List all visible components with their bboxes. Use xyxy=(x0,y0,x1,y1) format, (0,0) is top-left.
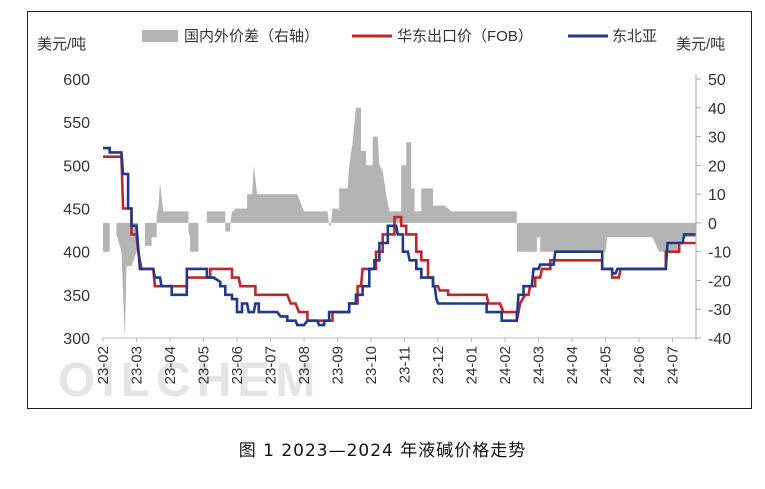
right-tick-label: 50 xyxy=(708,72,726,89)
x-tick-label: 23-05 xyxy=(196,346,213,384)
watermark-text: OILCHEM xyxy=(58,354,321,407)
northeast-asia-line xyxy=(103,146,696,327)
x-tick-label: 24-02 xyxy=(497,346,514,384)
x-tick-label: 23-08 xyxy=(296,346,313,384)
right-tick-label: -10 xyxy=(708,245,731,262)
x-tick-label: 23-11 xyxy=(397,346,414,383)
x-tick-label: 24-05 xyxy=(598,346,615,384)
left-tick-label: 450 xyxy=(63,202,90,219)
x-tick-label: 24-01 xyxy=(464,346,481,384)
right-tick-label: 30 xyxy=(708,130,726,147)
legend-label-spread: 国内外价差（右轴） xyxy=(184,28,319,45)
chart-frame: OILCHEM 300 350 400 450 500 550 600 -40 -30 -20 -1… xyxy=(27,11,752,409)
left-tick-label: 550 xyxy=(63,115,90,132)
left-tick-label: 500 xyxy=(63,158,90,175)
legend-label-fob: 华东出口价（FOB） xyxy=(397,28,533,45)
figure-caption: 图 1 2023—2024 年液碱价格走势 xyxy=(238,441,527,461)
x-tick-label: 24-03 xyxy=(531,346,548,384)
x-tick-label: 24-06 xyxy=(631,346,648,384)
right-tick-label: -40 xyxy=(708,331,731,348)
left-tick-label: 300 xyxy=(63,331,90,348)
price-chart: OILCHEM 300350400450500550600-40-30-20-1… xyxy=(37,28,731,407)
x-tick-label: 24-04 xyxy=(564,346,581,384)
x-tick-label: 23-03 xyxy=(129,346,146,384)
x-tick-label: 23-04 xyxy=(162,346,179,384)
x-tick-label: 24-07 xyxy=(665,346,682,384)
left-tick-label: 600 xyxy=(63,72,90,89)
x-tick-label: 23-12 xyxy=(430,346,447,384)
legend-label-northeast-asia: 东北亚 xyxy=(612,28,657,45)
right-tick-label: -20 xyxy=(708,273,731,290)
x-tick-label: 23-07 xyxy=(263,346,280,384)
x-tick-label: 23-02 xyxy=(95,346,112,384)
x-tick-label: 23-10 xyxy=(363,346,380,384)
left-tick-label: 350 xyxy=(63,288,90,305)
right-tick-label: 10 xyxy=(708,187,726,204)
left-tick-label: 400 xyxy=(63,245,90,262)
spread-bars xyxy=(103,107,696,338)
right-tick-label: -30 xyxy=(708,302,731,319)
left-axis-unit: 美元/吨 xyxy=(37,36,86,53)
right-tick-label: 20 xyxy=(708,158,726,175)
x-tick-label: 23-09 xyxy=(330,346,347,384)
right-tick-label: 40 xyxy=(708,101,726,118)
x-tick-label: 23-06 xyxy=(229,346,246,384)
legend-swatch-spread xyxy=(142,30,178,42)
right-tick-label: 0 xyxy=(708,216,717,233)
right-axis-unit: 美元/吨 xyxy=(676,36,725,53)
